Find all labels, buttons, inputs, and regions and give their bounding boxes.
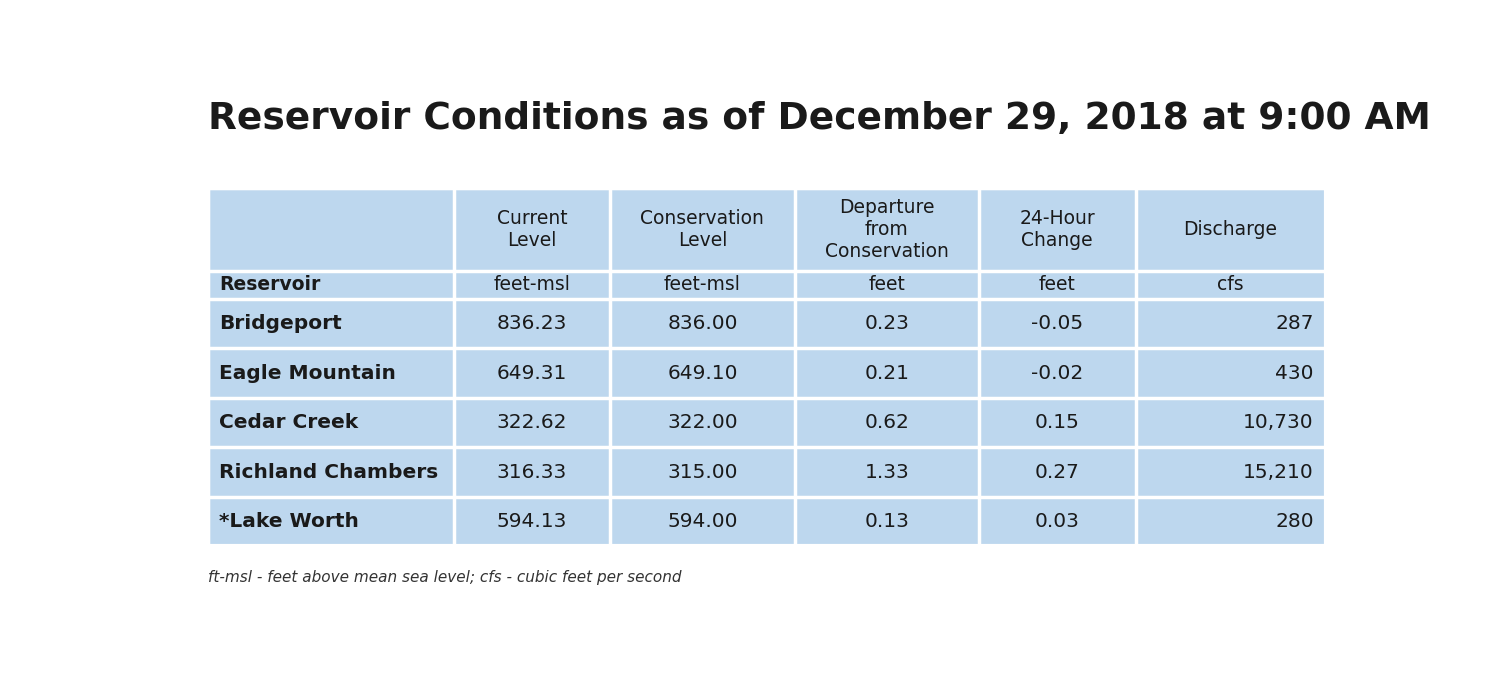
Text: 10,730: 10,730 xyxy=(1243,413,1313,432)
Text: 287: 287 xyxy=(1276,314,1313,333)
Text: feet-msl: feet-msl xyxy=(494,275,570,294)
Text: cfs: cfs xyxy=(1218,275,1243,294)
Text: Reservoir Conditions as of December 29, 2018 at 9:00 AM: Reservoir Conditions as of December 29, … xyxy=(208,101,1430,137)
Text: Bridgeport: Bridgeport xyxy=(220,314,343,333)
Text: Richland Chambers: Richland Chambers xyxy=(220,462,438,482)
Text: 0.23: 0.23 xyxy=(865,314,910,333)
Text: feet: feet xyxy=(868,275,905,294)
Text: feet-msl: feet-msl xyxy=(664,275,741,294)
Text: Eagle Mountain: Eagle Mountain xyxy=(220,364,396,383)
Text: Departure
from
Conservation: Departure from Conservation xyxy=(824,197,948,260)
Text: *Lake Worth: *Lake Worth xyxy=(220,512,359,531)
Text: 0.15: 0.15 xyxy=(1035,413,1080,432)
Text: 322.62: 322.62 xyxy=(497,413,567,432)
Text: ft-msl - feet above mean sea level; cfs - cubic feet per second: ft-msl - feet above mean sea level; cfs … xyxy=(208,570,681,585)
Text: Current
Level: Current Level xyxy=(497,209,567,249)
Text: 836.00: 836.00 xyxy=(667,314,738,333)
Text: 24-Hour
Change: 24-Hour Change xyxy=(1019,209,1095,249)
Text: 0.13: 0.13 xyxy=(865,512,910,531)
Text: 0.27: 0.27 xyxy=(1035,462,1080,482)
Text: feet: feet xyxy=(1038,275,1076,294)
Text: 316.33: 316.33 xyxy=(497,462,567,482)
Text: 1.33: 1.33 xyxy=(865,462,910,482)
Text: 836.23: 836.23 xyxy=(497,314,567,333)
Text: 649.31: 649.31 xyxy=(497,364,567,383)
Text: Conservation
Level: Conservation Level xyxy=(640,209,764,249)
Text: -0.05: -0.05 xyxy=(1031,314,1083,333)
Text: 594.13: 594.13 xyxy=(497,512,567,531)
Text: Reservoir: Reservoir xyxy=(220,275,320,294)
Text: 649.10: 649.10 xyxy=(667,364,738,383)
Text: Discharge: Discharge xyxy=(1183,220,1278,238)
Text: 315.00: 315.00 xyxy=(667,462,738,482)
Text: 0.03: 0.03 xyxy=(1035,512,1080,531)
Text: 280: 280 xyxy=(1275,512,1313,531)
Text: -0.02: -0.02 xyxy=(1031,364,1083,383)
Text: 430: 430 xyxy=(1276,364,1313,383)
Text: 0.21: 0.21 xyxy=(865,364,910,383)
Text: 322.00: 322.00 xyxy=(667,413,738,432)
Text: 0.62: 0.62 xyxy=(865,413,910,432)
Text: 594.00: 594.00 xyxy=(667,512,738,531)
Text: 15,210: 15,210 xyxy=(1243,462,1313,482)
Text: Cedar Creek: Cedar Creek xyxy=(220,413,359,432)
